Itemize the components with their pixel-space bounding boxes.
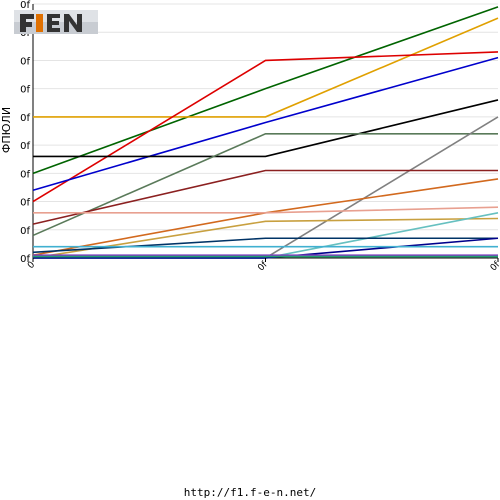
x-tick-label: 0f — [489, 259, 500, 273]
x-tick-label: 0 — [26, 260, 37, 271]
series-line-6 — [32, 133, 498, 237]
series-line-11 — [32, 217, 499, 259]
series-line-5 — [33, 99, 499, 158]
y-tick-label: 0f — [20, 198, 30, 209]
y-tick-label: 0f — [20, 56, 30, 67]
series-line-2 — [33, 17, 499, 118]
x-tick-label: 0f — [256, 259, 270, 273]
series-line-1 — [32, 6, 499, 175]
y-tick-label: 0f — [20, 0, 30, 11]
logo — [14, 10, 98, 34]
y-tick-label: 0f — [20, 85, 30, 96]
y-tick-labels: 0f0f0f0f0f0f0f0f0f0f — [20, 0, 30, 265]
y-tick-label: 0f — [20, 141, 30, 152]
series-line-10 — [33, 206, 499, 214]
x-tick-labels: 0 0f 0f — [26, 258, 500, 273]
series-line-7 — [33, 116, 499, 259]
series-line-4 — [32, 56, 499, 192]
y-tick-label: 0f — [20, 226, 30, 237]
series-line-3 — [32, 51, 499, 203]
series-line-8 — [32, 169, 498, 225]
y-tick-label: 0f — [20, 113, 30, 124]
y-axis-label: ФПЮЛИ — [0, 107, 13, 153]
footer-url[interactable]: http://f1.f-e-n.net/ — [183, 486, 317, 499]
series-group — [32, 6, 499, 259]
y-tick-label: 0f — [20, 254, 30, 265]
series-line-13 — [32, 237, 498, 254]
y-tick-label: 0f — [20, 169, 30, 180]
